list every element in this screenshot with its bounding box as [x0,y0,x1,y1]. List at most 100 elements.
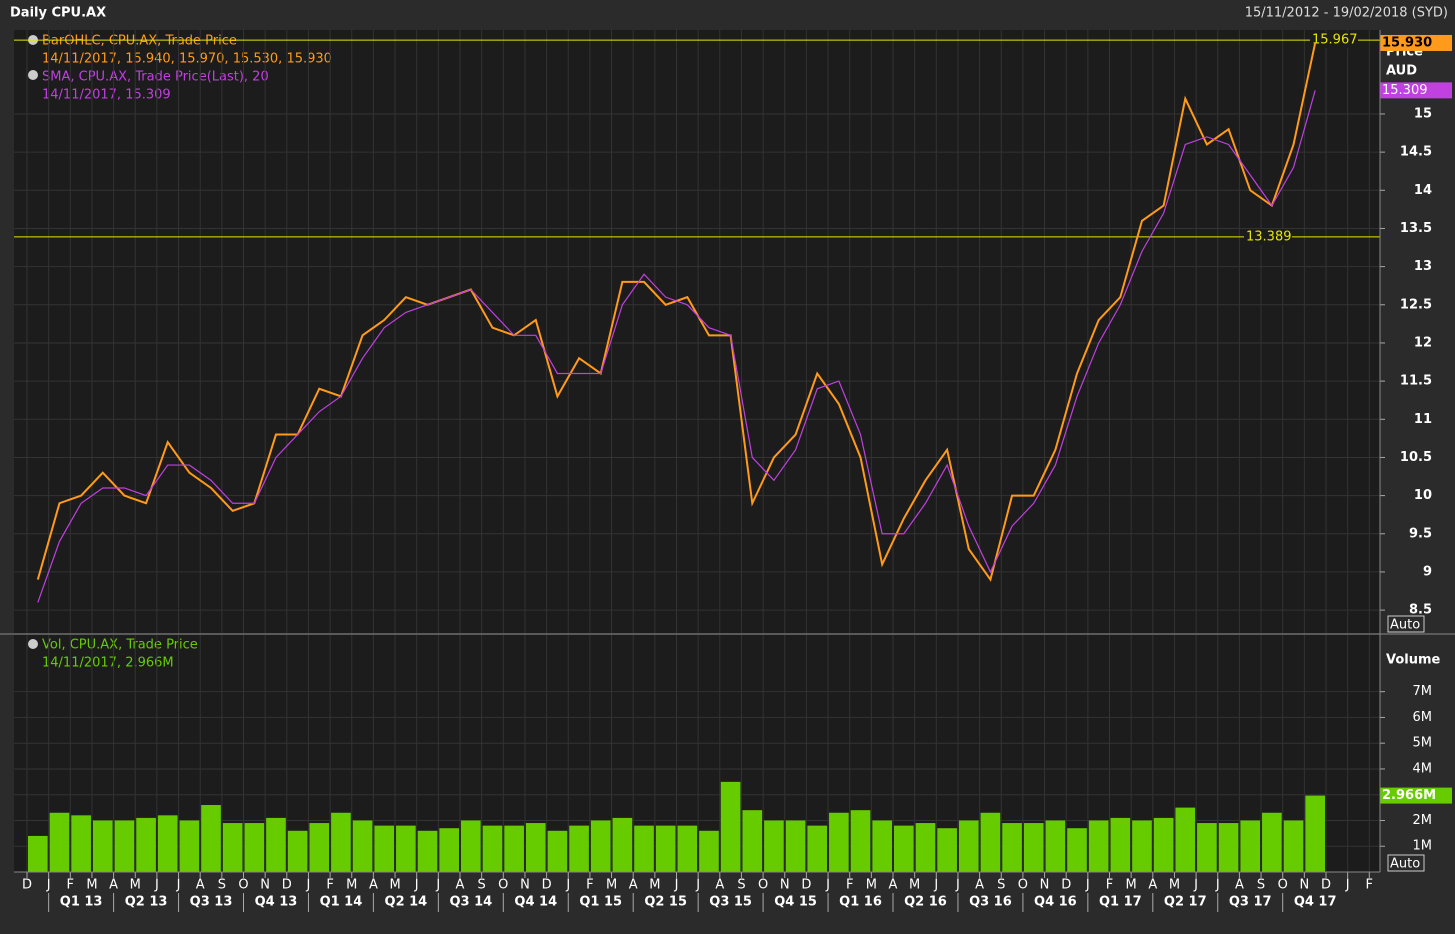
volume-bar [114,820,135,872]
volume-bar [634,825,654,872]
volume-bar [461,820,481,872]
x-tick-label: N [1040,878,1050,893]
volume-bar [1197,823,1217,872]
volume-bar [872,820,892,872]
volume-bar [244,823,265,872]
y-tick-label: 1M [1413,839,1433,854]
volume-bar [937,828,957,872]
volume-bar [157,815,178,872]
auto-box[interactable] [1387,854,1425,872]
volume-bar [222,823,243,872]
x-tick-label: A [889,878,898,893]
last-value-tag [1380,34,1452,51]
legend-icon [28,639,38,649]
series-line [37,90,1316,603]
volume-bar [1153,817,1174,872]
x-tick-label: J [695,878,700,893]
x-tick-label: S [737,878,745,893]
quarter-label: Q3 17 [1229,895,1272,910]
x-tick-label: J [435,878,440,893]
volume-bar [525,823,546,872]
quarter-label: Q4 13 [255,895,298,910]
x-tick-label: O [1278,878,1288,893]
scale-mode[interactable]: Auto [1390,857,1420,872]
volume-bar [655,825,676,872]
volume-bar [720,781,741,872]
volume-bar [980,812,1001,872]
reference-label-bg [1244,228,1292,245]
x-tick-label: F [586,878,593,893]
scale-mode[interactable]: Auto [1390,618,1420,633]
x-tick-label: J [1215,878,1220,893]
x-tick-label: A [369,878,378,893]
x-tick-label: J [933,878,938,893]
volume-bar [92,820,113,872]
y-tick-label: 6M [1413,710,1433,725]
quarter-label: Q1 16 [839,895,882,910]
x-tick-label: F [1106,878,1113,893]
y-tick-label: 10 [1414,488,1432,503]
reference-label-bg [1310,32,1358,49]
x-tick-label: F [846,878,853,893]
y-tick-label: 2M [1413,813,1433,828]
volume-bar [894,825,914,872]
last-value-tag [1380,82,1452,99]
reference-label: 15.967 [1312,33,1358,48]
volume-bar [1262,812,1282,872]
quarter-label: Q1 13 [60,895,103,910]
last-value-label: 2.966M [1382,788,1436,803]
date-range: 15/11/2012 - 19/02/2018 (SYD) [1245,6,1448,21]
x-tick-label: D [801,878,811,893]
price-panel [14,30,1380,633]
x-tick-label: S [218,878,226,893]
volume-bar [136,817,156,872]
y-tick-label: 5M [1413,736,1433,751]
x-tick-label: A [456,878,465,893]
volume-bar [1002,823,1022,872]
volume-bar [28,835,48,872]
x-tick-label: J [176,878,181,893]
auto-box[interactable] [1387,615,1425,633]
quarter-label: Q1 17 [1099,895,1142,910]
x-tick-label: A [629,878,638,893]
legend-icon [28,70,38,80]
y-tick-label: 8.5 [1409,603,1432,618]
volume-bar [612,817,633,872]
quarter-label: Q3 16 [969,895,1012,910]
quarter-label: Q4 16 [1034,895,1077,910]
volume-bar [417,830,438,872]
quarter-label: Q1 15 [579,895,622,910]
y-tick-label: 15 [1414,106,1432,121]
reference-label: 13.389 [1246,229,1292,244]
x-tick-label: M [86,878,97,893]
legend-text: SMA, CPU.AX, Trade Price(Last), 20 [42,70,269,85]
x-tick-label: O [238,878,248,893]
quarter-label: Q1 14 [320,895,363,910]
volume-bar [71,815,91,872]
legend-text: Vol, CPU.AX, Trade Price [42,638,198,653]
x-tick-label: J [955,878,960,893]
quarter-label: Q4 17 [1294,895,1337,910]
volume-bar [352,820,373,872]
quarter-label: Q3 15 [709,895,752,910]
y-tick-label: 13.5 [1400,221,1432,236]
last-value-label: 15.309 [1382,83,1428,98]
x-tick-label: M [1169,878,1180,893]
x-tick-label: D [542,878,552,893]
volume-bar [1067,828,1087,872]
y-tick-label: 12.5 [1400,297,1432,312]
x-tick-label: J [825,878,830,893]
volume-bar [504,825,524,872]
x-tick-label: J [46,878,51,893]
x-tick-label: A [715,878,724,893]
quarter-label: Q3 14 [449,895,492,910]
volume-bar [179,820,200,872]
x-tick-label: N [260,878,270,893]
y-tick-label: 12 [1414,335,1432,350]
x-tick-label: M [909,878,920,893]
x-tick-label: M [346,878,357,893]
volume-bar [1175,807,1196,872]
y-tick-label: 14.5 [1400,145,1432,160]
